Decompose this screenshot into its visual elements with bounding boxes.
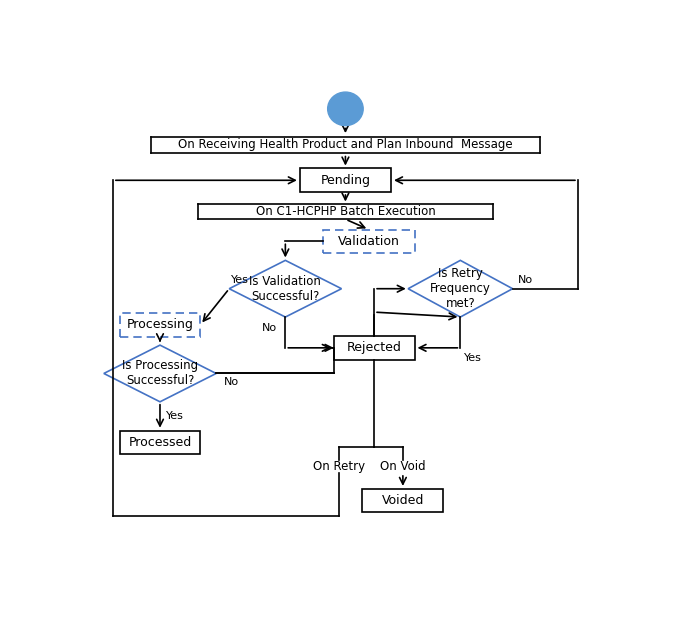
Polygon shape xyxy=(408,260,513,317)
Text: No: No xyxy=(224,378,239,387)
FancyBboxPatch shape xyxy=(300,168,391,192)
Text: On Receiving Health Product and Plan Inbound  Message: On Receiving Health Product and Plan Inb… xyxy=(178,138,513,151)
FancyBboxPatch shape xyxy=(324,230,415,253)
Text: Is Retry
Frequency
met?: Is Retry Frequency met? xyxy=(430,268,491,310)
Text: Processing: Processing xyxy=(127,318,193,331)
Text: Is Validation
Successful?: Is Validation Successful? xyxy=(249,275,321,303)
Text: Yes: Yes xyxy=(166,412,183,421)
Text: Yes: Yes xyxy=(464,353,483,363)
Polygon shape xyxy=(229,260,342,317)
Text: Yes: Yes xyxy=(231,275,249,285)
Text: Rejected: Rejected xyxy=(346,341,402,355)
Text: No: No xyxy=(262,323,277,333)
Text: Pending: Pending xyxy=(320,174,371,187)
FancyBboxPatch shape xyxy=(119,431,200,454)
Circle shape xyxy=(328,92,363,125)
Polygon shape xyxy=(104,345,216,402)
Text: Voided: Voided xyxy=(381,494,424,507)
Text: Is Processing
Successful?: Is Processing Successful? xyxy=(122,360,198,387)
Text: On Void: On Void xyxy=(380,460,426,472)
Text: On C1-HCPHP Batch Execution: On C1-HCPHP Batch Execution xyxy=(255,205,435,218)
FancyBboxPatch shape xyxy=(334,336,415,360)
Text: On Retry: On Retry xyxy=(313,460,365,472)
Text: Validation: Validation xyxy=(338,235,400,248)
Text: Processed: Processed xyxy=(128,436,191,449)
Text: No: No xyxy=(518,275,533,285)
FancyBboxPatch shape xyxy=(363,489,443,513)
FancyBboxPatch shape xyxy=(119,313,200,337)
